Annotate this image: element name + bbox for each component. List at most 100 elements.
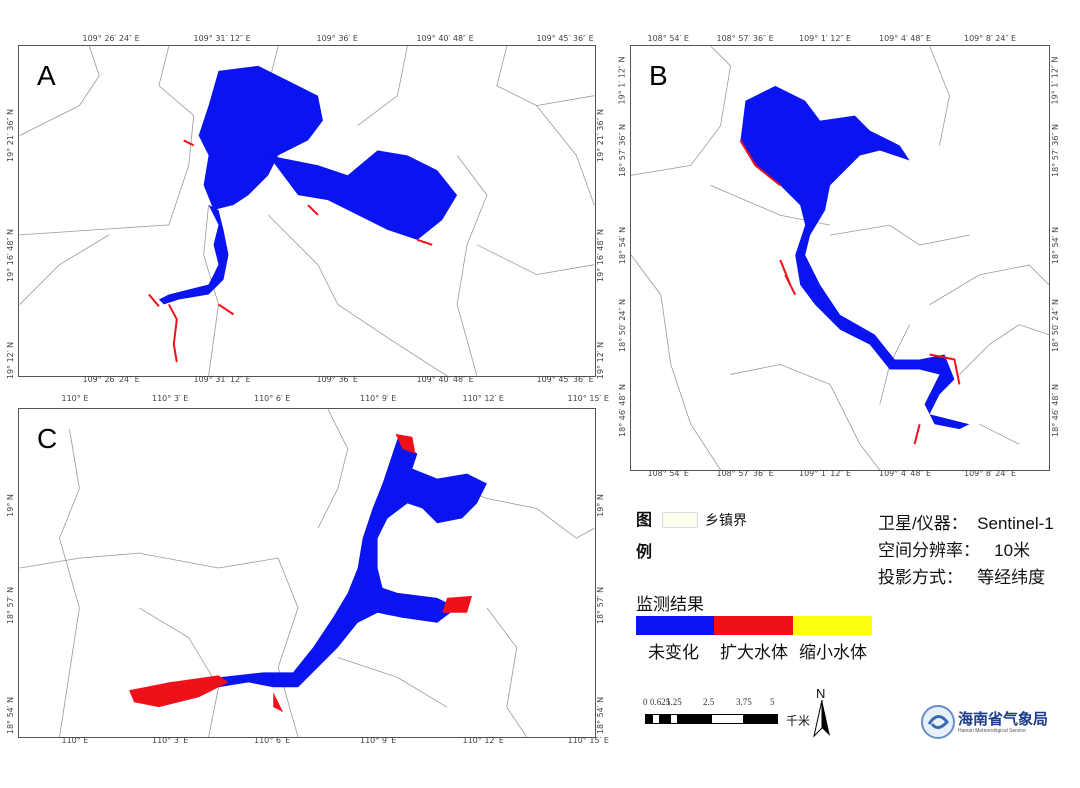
right-coordinate-label: 18° 50′ 24″ N — [1050, 298, 1060, 352]
water-unchanged — [740, 85, 970, 430]
boundary-label: 乡镇界 — [705, 512, 747, 528]
scale-label: 3.75 — [736, 697, 752, 707]
class-swatch-shrunk — [793, 616, 872, 635]
legend-title-2: 例 — [636, 544, 653, 561]
scale-segment — [670, 714, 678, 724]
bottom-coordinate-label: 110° E — [61, 735, 89, 745]
class-swatch-expanded — [714, 616, 793, 635]
bottom-coordinate-label: 109° 8′ 24″ E — [964, 468, 1017, 478]
bottom-coordinate-label: 109° 4′ 48″ E — [879, 468, 932, 478]
right-coordinate-label: 19° N — [595, 493, 605, 517]
scale-segment — [645, 714, 652, 724]
map-b-canvas — [631, 46, 1049, 470]
left-coordinate-label: 18° 57′ N — [5, 586, 15, 624]
class-label-shrunk: 缩小水体 — [799, 643, 867, 662]
right-coordinate-label: 19° 12′ N — [595, 341, 605, 379]
left-coordinate-label: 18° 54′ N — [617, 226, 627, 264]
township-boundaries — [631, 46, 1049, 470]
top-coordinate-label: 109° 4′ 48″ E — [879, 33, 932, 43]
right-coordinate-label: 18° 57′ 36″ N — [1050, 123, 1060, 177]
agency-name: 海南省气象局 — [958, 711, 1049, 728]
bottom-coordinate-label: 109° 31′ 12″ E — [193, 374, 251, 384]
bottom-coordinate-label: 109° 45′ 36″ E — [536, 374, 594, 384]
bottom-coordinate-label: 108° 57′ 36″ E — [716, 468, 774, 478]
bottom-coordinate-label: 108° 54′ E — [647, 468, 689, 478]
top-coordinate-label: 110° 3′ E — [152, 393, 189, 403]
bottom-coordinate-label: 110° 9′ E — [360, 735, 397, 745]
left-coordinate-label: 19° 1′ 12″ N — [617, 56, 627, 104]
top-coordinate-label: 110° E — [61, 393, 89, 403]
top-coordinate-label: 109° 31′ 12″ E — [193, 33, 251, 43]
scale-label: 5 — [770, 697, 775, 707]
scale-segment — [652, 714, 660, 724]
top-coordinate-label: 110° 15′ E — [567, 393, 609, 403]
scale-segment — [678, 714, 711, 724]
left-coordinate-label: 19° 21′ 36″ N — [5, 108, 15, 162]
top-coordinate-label: 109° 40′ 48″ E — [416, 33, 474, 43]
top-coordinate-label: 109° 36′ E — [316, 33, 358, 43]
class-label-expanded: 扩大水体 — [720, 643, 788, 662]
water-expanded — [148, 139, 433, 363]
left-coordinate-label: 19° N — [5, 493, 15, 517]
left-coordinate-label: 18° 57′ 36″ N — [617, 123, 627, 177]
panel-label-c: C — [37, 423, 58, 454]
top-coordinate-label: 108° 54′ E — [647, 33, 689, 43]
bottom-coordinate-label: 110° 6′ E — [254, 735, 291, 745]
water-expanded — [129, 433, 472, 713]
right-coordinate-label: 19° 21′ 36″ N — [595, 108, 605, 162]
bottom-coordinate-label: 110° 15′ E — [567, 735, 609, 745]
top-coordinate-label: 109° 26′ 24″ E — [82, 33, 140, 43]
water-expanded — [739, 140, 961, 445]
legend-title-1: 图 — [636, 512, 653, 529]
scale-segment — [744, 714, 778, 724]
right-coordinate-label: 18° 54′ N — [1050, 226, 1060, 264]
right-coordinate-label: 18° 57′ N — [595, 586, 605, 624]
boundary-swatch — [662, 512, 698, 528]
left-coordinate-label: 18° 46′ 48″ N — [617, 383, 627, 437]
left-coordinate-label: 19° 12′ N — [5, 341, 15, 379]
top-coordinate-label: 110° 12′ E — [462, 393, 504, 403]
class-label-unchanged: 未变化 — [648, 643, 699, 662]
scale-label: 1.25 — [666, 697, 682, 707]
scale-label: 2.5 — [703, 697, 715, 707]
projection-info: 投影方式： 等经纬度 — [878, 568, 1046, 587]
water-unchanged — [134, 438, 487, 698]
agency-logo-icon — [921, 705, 955, 739]
map-c-canvas — [19, 409, 595, 737]
resolution-info: 空间分辨率： 10米 — [878, 541, 1031, 560]
top-coordinate-label: 110° 6′ E — [254, 393, 291, 403]
top-coordinate-label: 109° 8′ 24″ E — [964, 33, 1017, 43]
bottom-coordinate-label: 110° 3′ E — [152, 735, 189, 745]
right-coordinate-label: 18° 46′ 48″ N — [1050, 383, 1060, 437]
township-boundaries — [19, 409, 595, 737]
panel-label-b: B — [649, 60, 668, 91]
north-arrow-icon — [813, 700, 830, 738]
bottom-coordinate-label: 109° 36′ E — [316, 374, 358, 384]
water-unchanged — [158, 65, 458, 305]
map-panel-a: A — [18, 45, 596, 377]
top-coordinate-label: 110° 9′ E — [360, 393, 397, 403]
scale-segment — [711, 714, 744, 724]
bottom-coordinate-label: 110° 12′ E — [462, 735, 504, 745]
class-swatch-unchanged — [636, 616, 714, 635]
agency-name-en: Hainan Meteorological Service — [958, 728, 1026, 734]
top-coordinate-label: 109° 1′ 12″ E — [799, 33, 852, 43]
panel-label-a: A — [37, 60, 56, 91]
bottom-coordinate-label: 109° 40′ 48″ E — [416, 374, 474, 384]
left-coordinate-label: 18° 50′ 24″ N — [617, 298, 627, 352]
right-coordinate-label: 18° 54′ N — [595, 696, 605, 734]
bottom-coordinate-label: 109° 1′ 12″ E — [799, 468, 852, 478]
right-coordinate-label: 19° 16′ 48″ N — [595, 228, 605, 282]
left-coordinate-label: 18° 54′ N — [5, 696, 15, 734]
top-coordinate-label: 108° 57′ 36″ E — [716, 33, 774, 43]
left-coordinate-label: 19° 16′ 48″ N — [5, 228, 15, 282]
north-label: N — [816, 686, 826, 701]
scale-unit: 千米 — [786, 714, 811, 728]
bottom-coordinate-label: 109° 26′ 24″ E — [82, 374, 140, 384]
map-panel-c: C — [18, 408, 596, 738]
scale-label: 0.625 — [650, 697, 671, 707]
right-coordinate-label: 19° 1′ 12″ N — [1050, 56, 1060, 104]
map-panel-b: B — [630, 45, 1050, 471]
scale-segment — [660, 714, 670, 724]
